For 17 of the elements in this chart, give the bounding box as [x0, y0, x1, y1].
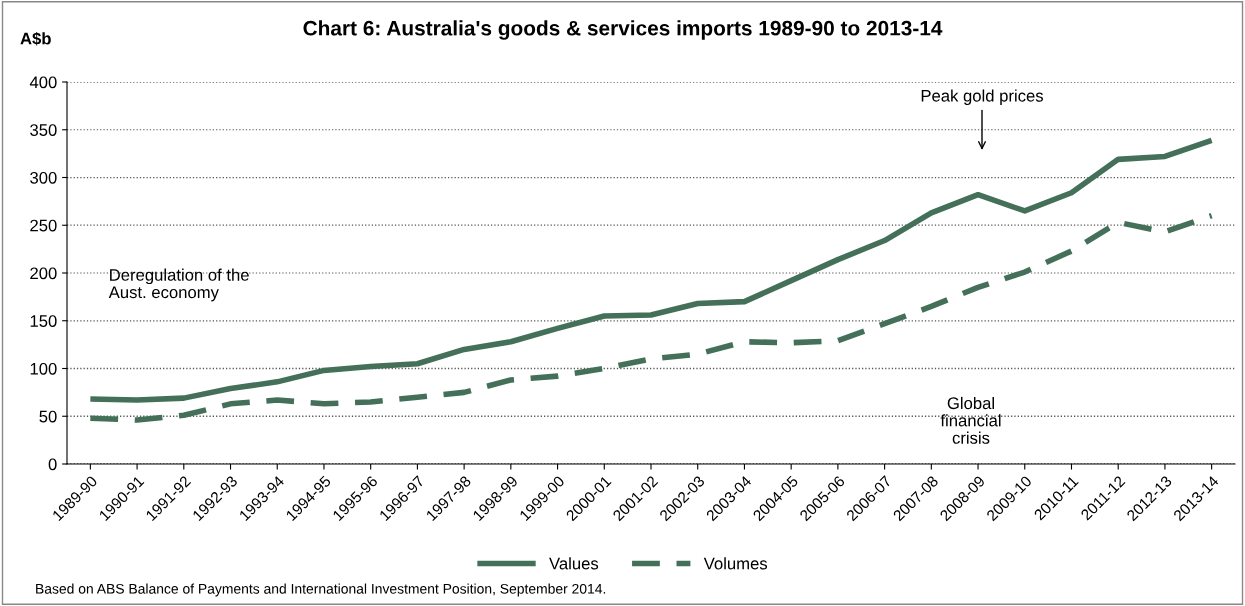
y-tick-label: 0 — [48, 458, 57, 471]
y-tick-label: 150 — [30, 315, 57, 327]
legend-label: Values — [549, 557, 599, 570]
y-tick-label: 50 — [39, 410, 57, 423]
y-tick-label: 200 — [30, 267, 57, 280]
y-tick-label: 400 — [29, 76, 57, 89]
y-tick-label: 350 — [30, 124, 57, 136]
annotation: Global financial crisis — [940, 396, 1001, 444]
chart-title: Chart 6: Australia's goods & services imports 1989-90 to 2013-14 — [303, 20, 943, 40]
annotation: Peak gold prices — [921, 89, 1044, 105]
y-tick-label: 300 — [30, 171, 57, 184]
annotation: Deregulation of the Aust. economy — [108, 268, 249, 302]
y-axis-title: A$b — [20, 31, 51, 46]
y-tick-label: 100 — [30, 362, 57, 375]
legend-label: Volumes — [703, 557, 768, 570]
y-tick-label: 250 — [30, 219, 57, 232]
text: Based on ABS Balance of Payments and International Investment Position, September 2014. — [36, 583, 606, 597]
